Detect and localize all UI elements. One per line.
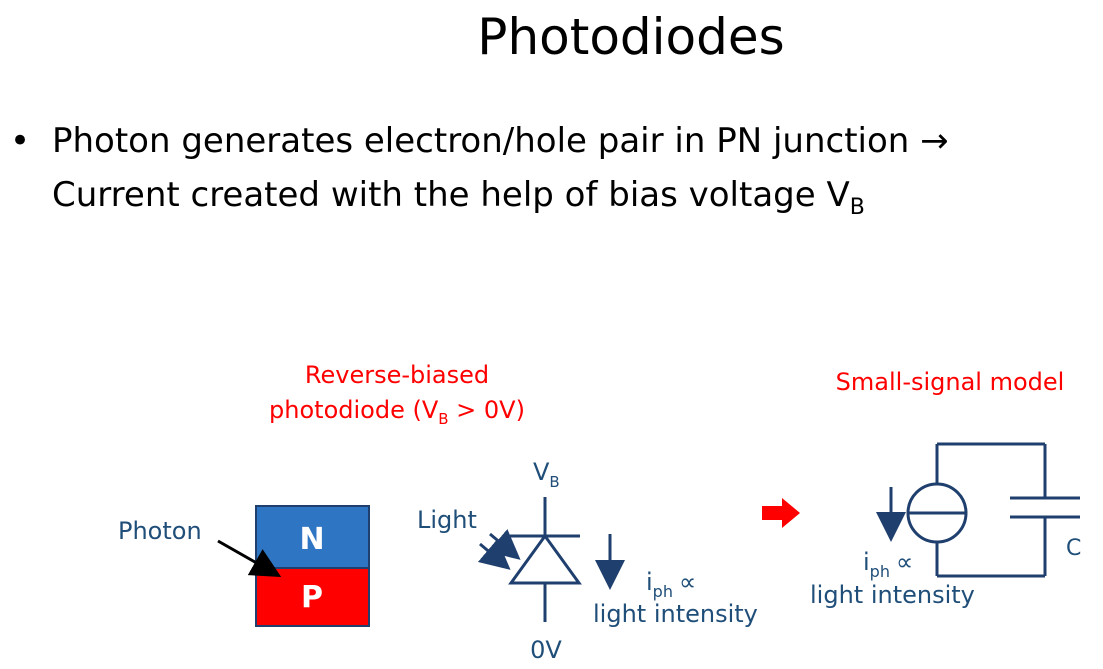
photodiode-symbol	[508, 497, 582, 622]
photon-label: Photon	[118, 517, 202, 545]
small-signal-caption: Small-signal model	[836, 368, 1065, 396]
bullet-line-2: Current created with the help of bias vo…	[52, 175, 865, 220]
pn-junction-block: N P Photon	[118, 505, 370, 627]
vb-label: VB	[533, 458, 560, 491]
light-rays-icon	[477, 529, 521, 570]
model-iph-label: iph ∝	[863, 548, 913, 581]
photon-arrow-icon	[217, 539, 282, 577]
p-region	[255, 567, 370, 627]
n-label: N	[299, 522, 324, 557]
bullet-line-1: Photon generates electron/hole pair in P…	[52, 121, 949, 161]
zero-volt-label: 0V	[530, 636, 562, 664]
slide-title: Photodiodes	[477, 8, 785, 66]
model-light-intensity-label: light intensity	[810, 581, 975, 609]
p-label: P	[301, 580, 323, 615]
diode-iph-label: iph ∝	[646, 568, 696, 601]
diode-caption-line-2: photodiode (VB > 0V)	[269, 396, 525, 428]
small-signal-circuit	[906, 442, 1080, 578]
bullet-text: Photon generates electron/hole pair in P…	[52, 114, 949, 235]
bullet-dot-icon: •	[10, 121, 31, 161]
right-arrow-icon	[762, 498, 800, 528]
diode-light-intensity-label: light intensity	[593, 600, 758, 628]
light-label: Light	[417, 506, 477, 534]
diode-caption-line-1: Reverse-biased	[305, 361, 489, 389]
capacitor-label: C	[1066, 536, 1081, 561]
